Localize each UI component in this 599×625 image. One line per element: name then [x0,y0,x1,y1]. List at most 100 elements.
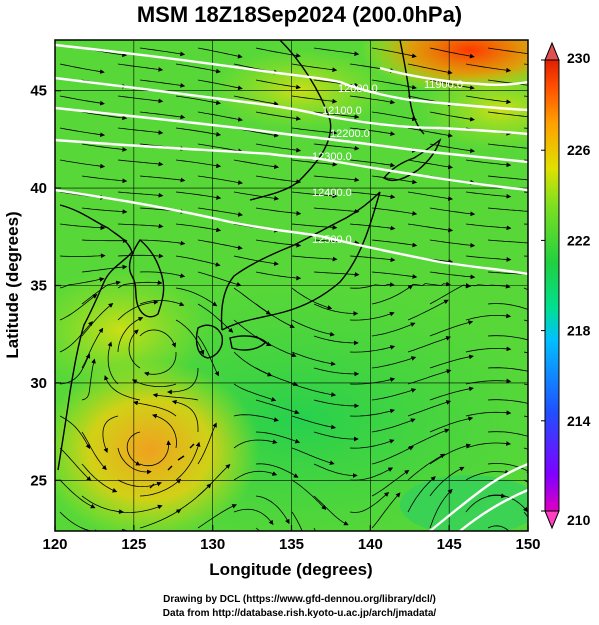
streamline [429,239,476,248]
streamline [233,383,277,402]
streamline [59,63,105,74]
streamline [233,255,279,266]
streamline [349,127,396,136]
streamline [59,353,91,385]
streamline [59,321,93,353]
streamline [407,335,451,353]
streamline [429,79,475,90]
streamline [429,443,471,465]
streamline [255,463,299,478]
streamline [487,399,528,406]
streamline [407,476,436,513]
streamline [313,431,359,442]
streamline [152,392,199,401]
x-tick-label: 125 [121,536,146,553]
streamline [349,491,390,513]
streamline [175,287,218,307]
streamline [313,399,360,409]
streamline [313,495,349,526]
y-tick-label: 45 [30,83,47,100]
streamline [465,469,510,481]
streamline [255,175,302,184]
contour-12000 [55,43,528,112]
streamline [255,431,301,444]
streamline [291,127,338,136]
contour-label-12500: 12500.0 [312,234,352,246]
contour-12300 [55,138,528,192]
streamline [371,492,401,529]
streamline [139,478,182,497]
streamline [429,271,476,280]
x-axis-ticks: 120 125 130 135 140 145 150 [42,525,541,553]
streamline [255,303,295,328]
streamline [175,483,212,513]
colorbar-tick-label: 214 [567,413,591,429]
streamline [349,95,396,105]
colorbar-tick-label: 230 [567,50,591,66]
streamline [81,207,128,215]
streamline [429,320,474,337]
streamline [139,175,186,183]
streamline [407,191,453,201]
contour-12500-b [459,488,528,531]
temperature-field [55,40,528,531]
streamline [429,207,476,217]
streamline [291,319,335,337]
streamline [233,508,274,526]
streamline [291,415,336,430]
x-tick-label: 150 [515,536,540,553]
coastlines [57,40,442,489]
streamline [167,367,199,395]
streamline [371,469,410,497]
x-tick-label: 145 [437,536,462,553]
contour-12200 [55,106,528,164]
streamline [144,352,177,377]
streamline [349,311,395,321]
streamline [81,327,104,369]
streamline [255,367,299,387]
streamline [59,159,106,169]
streamline [139,239,186,246]
streamline [371,271,418,279]
streamline [117,159,164,167]
streamline [291,447,335,465]
contour-11900 [379,66,528,87]
streamline [407,63,453,75]
streamline [429,466,465,497]
streamline [233,319,272,346]
streamline [171,399,199,432]
streamline [349,223,396,231]
streamline [59,277,105,289]
streamline [313,335,359,346]
contour-label-12400: 12400.0 [312,187,352,199]
streamline [349,191,396,199]
contour-12500 [429,462,528,531]
streamline [59,253,106,259]
streamline [313,207,360,214]
streamline [313,303,359,316]
streamline [102,415,119,454]
streamline [197,111,243,122]
japan-honshu-coastline [220,191,381,331]
streamline [371,47,417,59]
streamline [104,375,141,401]
streamline [371,356,417,369]
streamline [371,446,414,465]
streamline [117,504,163,514]
streamline [291,479,327,510]
contour-label-12100: 12100.0 [322,105,362,117]
streamline [59,95,105,106]
streamline [197,207,243,217]
streamline [117,447,152,475]
streamline [465,283,511,289]
contour-label-11900: 11900.0 [424,79,463,91]
streamline [126,431,141,466]
credit-data: Data from http://database.rish.kyoto-u.a… [162,608,437,619]
streamline [81,111,128,121]
streamline [313,367,360,377]
streamline [487,111,528,118]
streamline [107,341,119,385]
streamline [197,175,243,185]
streamline [197,79,243,91]
